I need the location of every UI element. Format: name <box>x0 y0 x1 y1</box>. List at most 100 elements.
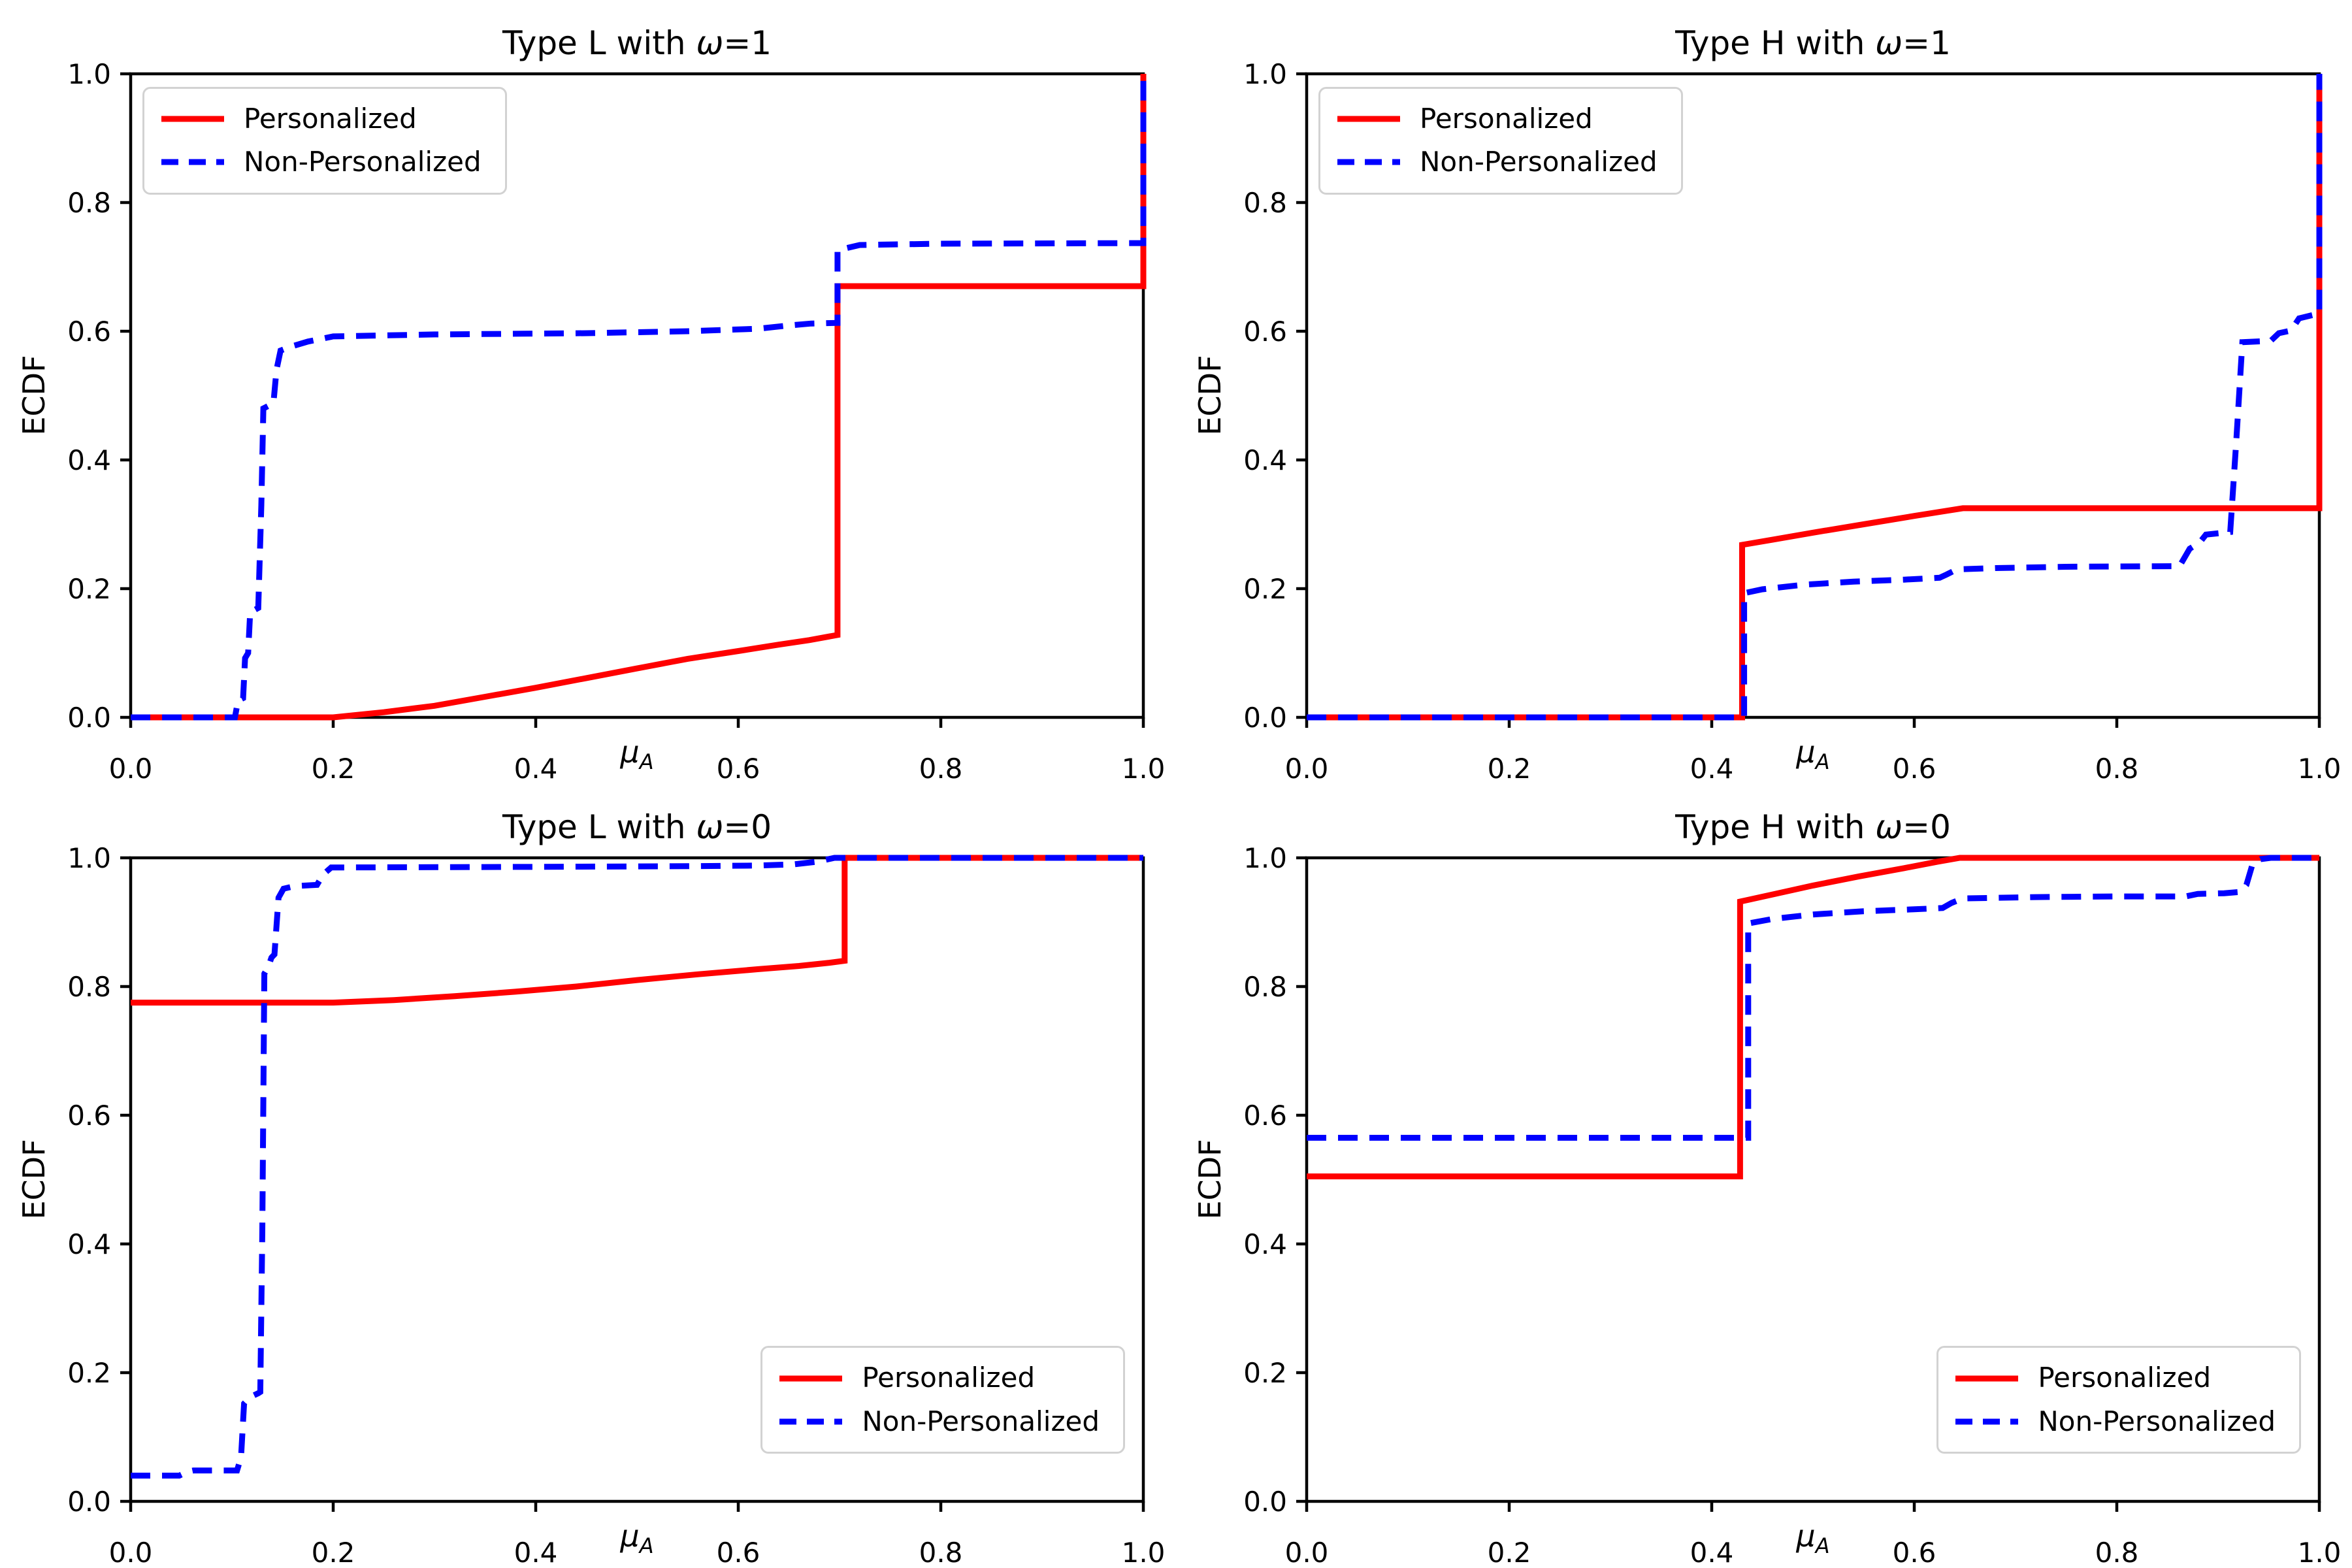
legend: Personalized Non-Personalized <box>1318 87 1683 195</box>
plot-title: Type H with ω=1 <box>1307 24 2319 63</box>
legend: Personalized Non-Personalized <box>760 1346 1125 1454</box>
mu-subscript: A <box>1815 1533 1830 1559</box>
x-tick-label: 0.8 <box>919 1537 963 1568</box>
title-suffix: =1 <box>723 24 772 62</box>
legend-label: Personalized <box>244 103 417 135</box>
omega-symbol: ω <box>696 24 724 62</box>
personalized-line-sample-icon <box>161 116 224 122</box>
y-tick-label: 0.0 <box>1243 1486 1287 1518</box>
x-axis-label: μA <box>1307 734 2319 772</box>
title-text: Type H with <box>1675 808 1876 846</box>
y-tick-label: 0.2 <box>67 1357 111 1389</box>
plot-title: Type H with ω=0 <box>1307 808 2319 847</box>
ecdf-line-personalized <box>1307 855 2319 1180</box>
legend-row-non-personalized: Non-Personalized <box>161 146 482 178</box>
y-tick-label: 0.8 <box>67 187 111 219</box>
non-personalized-dashed-sample-icon <box>161 159 224 165</box>
legend-row-personalized: Personalized <box>1337 103 1658 135</box>
x-tick-label: 0.8 <box>2095 753 2139 784</box>
non-personalized-dashed-sample-icon <box>1955 1418 2019 1425</box>
x-tick-label: 0.6 <box>1893 753 1936 784</box>
subplot-type-h-omega-1: 0.0 0.2 0.4 0.6 0.8 1.0 0.0 0.2 0.4 0.6 0.8 1.0 Typ… <box>1176 0 2352 784</box>
y-tick-label: 0.8 <box>1243 187 1287 219</box>
title-text: Type H with <box>1675 24 1876 62</box>
x-tick-label: 1.0 <box>2298 1537 2342 1568</box>
plot-title: Type L with ω=1 <box>131 24 1143 63</box>
personalized-line-sample-icon <box>1955 1375 2019 1382</box>
x-tick-label: 0.2 <box>312 1537 355 1568</box>
y-tick-label: 0.0 <box>67 1486 111 1518</box>
personalized-line-sample-icon <box>1337 116 1400 122</box>
omega-symbol: ω <box>1875 808 1903 846</box>
legend-row-non-personalized: Non-Personalized <box>1337 146 1658 178</box>
y-tick-label: 1.0 <box>67 58 111 90</box>
title-text: Type L with <box>502 24 696 62</box>
plot-area-svg: 0.0 0.2 0.4 0.6 0.8 1.0 0.0 0.2 0.4 0.6 0.8 1.0 <box>1243 58 2342 784</box>
title-suffix: =0 <box>723 808 772 846</box>
plot-title: Type L with ω=0 <box>131 808 1143 847</box>
x-axis-label: μA <box>1307 1518 2319 1556</box>
x-tick-label: 0.2 <box>1488 753 1531 784</box>
x-tick-label: 0.2 <box>1488 1537 1531 1568</box>
plot-area-svg: 0.0 0.2 0.4 0.6 0.8 1.0 0.0 0.2 0.4 0.6 0.8 1.0 <box>1243 842 2342 1568</box>
legend: Personalized Non-Personalized <box>142 87 507 195</box>
legend-row-non-personalized: Non-Personalized <box>1955 1405 2276 1437</box>
y-tick-label: 0.8 <box>1243 971 1287 1003</box>
ecdf-line-non-personalized <box>131 74 1147 721</box>
subplot-type-l-omega-0: 0.0 0.2 0.4 0.6 0.8 1.0 0.0 0.2 0.4 0.6 0.8 1.0 Typ… <box>0 784 1176 1568</box>
non-personalized-dashed-sample-icon <box>1337 159 1400 165</box>
legend-row-personalized: Personalized <box>161 103 482 135</box>
mu-subscript: A <box>639 1533 654 1559</box>
mu-symbol: μ <box>1796 1518 1816 1554</box>
axes-spines <box>129 856 1145 1503</box>
title-text: Type L with <box>502 808 696 846</box>
subplot-type-h-omega-0: 0.0 0.2 0.4 0.6 0.8 1.0 0.0 0.2 0.4 0.6 0.8 1.0 Typ… <box>1176 784 2352 1568</box>
x-tick-label: 1.0 <box>1122 1537 1166 1568</box>
x-tick-label: 0.6 <box>717 753 760 784</box>
y-tick-label: 0.4 <box>67 444 111 476</box>
y-tick-label: 1.0 <box>1243 58 1287 90</box>
legend-label: Personalized <box>862 1362 1036 1394</box>
y-tick-label: 0.4 <box>1243 1228 1287 1260</box>
personalized-line-sample-icon <box>779 1375 843 1382</box>
legend-label: Non-Personalized <box>1420 146 1658 178</box>
legend-row-personalized: Personalized <box>1955 1362 2276 1394</box>
axes-spines <box>129 72 1145 719</box>
title-suffix: =0 <box>1903 808 1951 846</box>
y-tick-label: 0.4 <box>67 1228 111 1260</box>
y-tick-label: 0.2 <box>1243 1357 1287 1389</box>
y-axis-label: ECDF <box>16 355 52 436</box>
legend-row-non-personalized: Non-Personalized <box>779 1405 1100 1437</box>
omega-symbol: ω <box>1875 24 1903 62</box>
x-tick-label: 0.2 <box>312 753 355 784</box>
x-axis-label: μA <box>131 1518 1143 1556</box>
legend-label: Personalized <box>2038 1362 2212 1394</box>
plot-area-svg: 0.0 0.2 0.4 0.6 0.8 1.0 0.0 0.2 0.4 0.6 0.8 1.0 <box>67 842 1166 1568</box>
x-tick-label: 1.0 <box>2298 753 2342 784</box>
legend-row-personalized: Personalized <box>779 1362 1100 1394</box>
x-tick-label: 0.4 <box>1690 753 1734 784</box>
y-tick-label: 0.2 <box>67 573 111 605</box>
x-axis-label: μA <box>131 734 1143 772</box>
legend-label: Non-Personalized <box>2038 1405 2276 1437</box>
plot-area-svg: 0.0 0.2 0.4 0.6 0.8 1.0 0.0 0.2 0.4 0.6 0.8 1.0 <box>67 58 1165 784</box>
y-tick-label: 1.0 <box>67 842 111 874</box>
axes-spines <box>1305 856 2321 1503</box>
mu-symbol: μ <box>620 1518 640 1554</box>
x-tick-label: 0.4 <box>514 753 558 784</box>
mu-subscript: A <box>639 749 654 775</box>
x-tick-label: 0.0 <box>1285 1537 1329 1568</box>
y-axis-label: ECDF <box>16 1139 52 1220</box>
y-tick-label: 0.6 <box>1243 316 1287 348</box>
subplot-type-l-omega-1: 0.0 0.2 0.4 0.6 0.8 1.0 0.0 0.2 0.4 0.6 0.8 1.0 Typ… <box>0 0 1176 784</box>
y-axis-label: ECDF <box>1192 355 1228 436</box>
x-tick-label: 0.4 <box>514 1537 558 1568</box>
x-tick-label: 0.6 <box>1893 1537 1936 1568</box>
ecdf-line-non-personalized <box>1307 74 2323 721</box>
x-tick-label: 0.6 <box>717 1537 760 1568</box>
mu-symbol: μ <box>1796 734 1816 770</box>
ecdf-line-personalized <box>131 74 1147 721</box>
mu-subscript: A <box>1815 749 1830 775</box>
y-tick-label: 0.6 <box>1243 1100 1287 1132</box>
